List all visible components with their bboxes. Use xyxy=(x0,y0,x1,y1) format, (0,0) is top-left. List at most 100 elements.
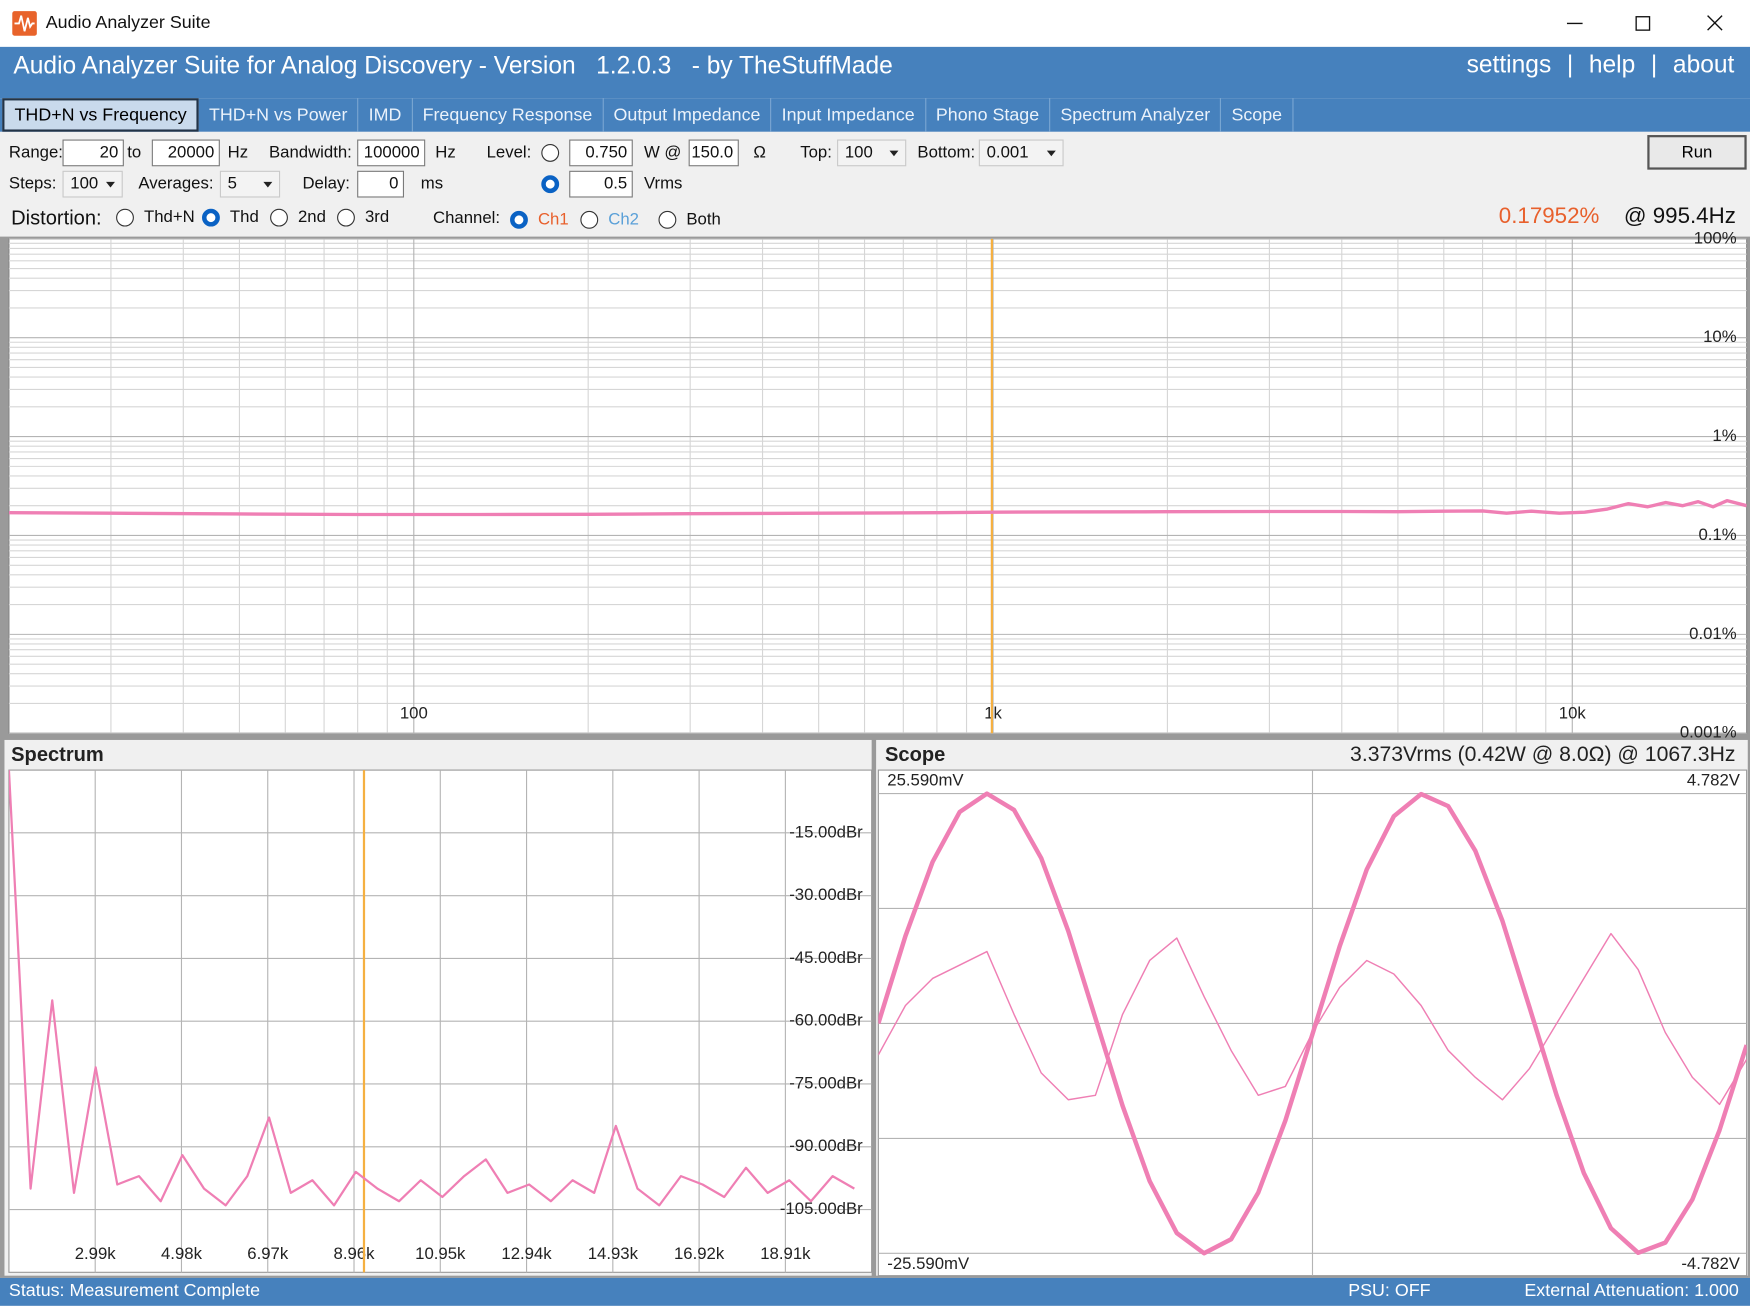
y-tick-label: 0.001% xyxy=(1680,723,1737,742)
x-tick-label: 12.94k xyxy=(501,1244,552,1263)
label: Bandwidth: xyxy=(268,142,352,162)
app-icon xyxy=(12,11,37,36)
x-tick-label: 1k xyxy=(984,704,1002,723)
x-tick-label: 10k xyxy=(1559,704,1587,723)
thd-plot-area xyxy=(8,238,1748,734)
panel-title: Spectrum xyxy=(11,744,104,766)
label: to xyxy=(127,142,142,162)
label: Bottom: xyxy=(917,142,976,162)
radio-button[interactable] xyxy=(116,208,134,227)
tab[interactable]: Frequency Response xyxy=(413,98,604,132)
psu-status: PSU: OFF xyxy=(1348,1281,1431,1301)
series-line xyxy=(8,498,1747,517)
grid xyxy=(8,770,872,1273)
label: Channel: xyxy=(433,208,501,228)
separator: | xyxy=(1650,50,1658,79)
x-tick-label: 14.93k xyxy=(588,1244,639,1263)
label: Top: xyxy=(800,142,832,162)
radio-button[interactable] xyxy=(658,210,677,229)
delay-input[interactable]: 0 xyxy=(357,170,405,198)
close-button[interactable] xyxy=(1707,15,1723,31)
frequency-readout: @ 995.4Hz xyxy=(1623,204,1736,229)
top-select[interactable]: 100 xyxy=(837,139,907,167)
range-to-input[interactable]: 20000 xyxy=(151,139,220,167)
radio-label: 3rd xyxy=(364,207,390,227)
averages-select[interactable]: 5 xyxy=(219,170,281,198)
load-input[interactable]: 150.0 xyxy=(688,139,739,167)
label: Range: xyxy=(8,142,63,162)
label: Vrms xyxy=(643,174,683,194)
series-line xyxy=(878,932,1747,1106)
radio-button[interactable] xyxy=(202,208,220,227)
x-tick-label: 18.91k xyxy=(760,1244,811,1263)
bandwidth-input[interactable]: 100000 xyxy=(357,139,426,167)
x-tick-label: 8.96k xyxy=(334,1244,376,1263)
x-tick-label: 100 xyxy=(400,704,428,723)
radio-button[interactable] xyxy=(510,210,528,229)
tab[interactable]: Input Impedance xyxy=(772,98,926,132)
radio-button[interactable] xyxy=(541,143,560,162)
header-link[interactable]: settings xyxy=(1466,50,1552,79)
radio-label: Ch1 xyxy=(537,209,569,229)
y-tick-label: 0.01% xyxy=(1689,624,1737,643)
y-tick-label: -105.00dBr xyxy=(780,1199,863,1218)
range-from-input[interactable]: 20 xyxy=(62,139,124,167)
radio-button[interactable] xyxy=(541,175,560,194)
y-tick-label: -45.00dBr xyxy=(789,948,863,967)
app-icon-wave xyxy=(14,15,35,32)
spectrum-chart: 2.99k 4.98k 6.97k 8.96k 10.95k 12.94k 14.93k 16… xyxy=(8,770,872,1273)
y-tick-label: 0.1% xyxy=(1698,525,1736,544)
status-text: Status: Measurement Complete xyxy=(8,1281,261,1301)
grid xyxy=(8,238,1747,734)
header-link[interactable]: help xyxy=(1588,50,1636,79)
y-tick-label: -25.590mV xyxy=(887,1254,970,1273)
header-link[interactable]: about xyxy=(1672,50,1735,79)
thd-readout: 0.17952% xyxy=(1498,204,1600,229)
y-tick-label: -15.00dBr xyxy=(789,822,863,841)
y2-tick-label: -4.782V xyxy=(1681,1254,1740,1273)
tab[interactable]: Output Impedance xyxy=(603,98,772,132)
label: W @ xyxy=(643,142,682,162)
y2-tick-label: 4.782V xyxy=(1687,771,1741,790)
radio-button[interactable] xyxy=(337,208,355,227)
label: Steps: xyxy=(8,174,57,194)
maximize-button[interactable] xyxy=(1635,16,1651,31)
steps-select[interactable]: 100 xyxy=(62,170,123,198)
x-tick-label: 16.92k xyxy=(674,1244,725,1263)
radio-button[interactable] xyxy=(580,210,599,229)
level-vrms-input[interactable]: 0.5 xyxy=(569,170,633,198)
tab[interactable]: THD+N vs Frequency xyxy=(2,98,199,132)
tab[interactable]: THD+N vs Power xyxy=(199,98,359,132)
tab[interactable]: Scope xyxy=(1221,98,1294,132)
label: ms xyxy=(420,174,444,194)
x-tick-label: 2.99k xyxy=(75,1244,117,1263)
x-tick-label: 6.97k xyxy=(247,1244,289,1263)
radio-label: 2nd xyxy=(297,207,326,227)
radio-button[interactable] xyxy=(270,208,288,227)
title-bar: Audio Analyzer Suite xyxy=(0,0,1750,47)
tab[interactable]: IMD xyxy=(359,98,413,132)
y-tick-label: 10% xyxy=(1703,327,1737,346)
y-tick-label: -60.00dBr xyxy=(789,1011,863,1030)
x-tick-label: 10.95k xyxy=(415,1244,466,1263)
tab[interactable]: Phono Stage xyxy=(926,98,1051,132)
y-tick-label: -75.00dBr xyxy=(789,1073,863,1092)
status-bar: Status: Measurement Complete PSU: OFF Ex… xyxy=(0,1277,1750,1306)
scope-readout: 3.373Vrms (0.42W @ 8.0Ω) @ 1067.3Hz xyxy=(1350,743,1735,766)
panel-title: Scope xyxy=(885,744,945,766)
run-button[interactable]: Run xyxy=(1647,135,1747,170)
label: Level: xyxy=(486,142,532,162)
label: Ω xyxy=(753,142,766,162)
tab-bar: THD+N vs Frequency THD+N vs Power IMD Frequ… xyxy=(0,98,1750,132)
bottom-select[interactable]: 0.001 xyxy=(978,139,1064,167)
label: Delay: xyxy=(302,174,350,194)
tab[interactable]: Spectrum Analyzer xyxy=(1050,98,1222,132)
attenuation-status: External Attenuation: 1.000 xyxy=(1524,1281,1739,1301)
y-tick-label: 100% xyxy=(1694,228,1737,247)
radio-label: Thd xyxy=(229,207,259,227)
radio-label: Thd+N xyxy=(143,207,195,227)
level-watts-input[interactable]: 0.750 xyxy=(569,139,633,167)
label: Averages: xyxy=(138,174,214,194)
